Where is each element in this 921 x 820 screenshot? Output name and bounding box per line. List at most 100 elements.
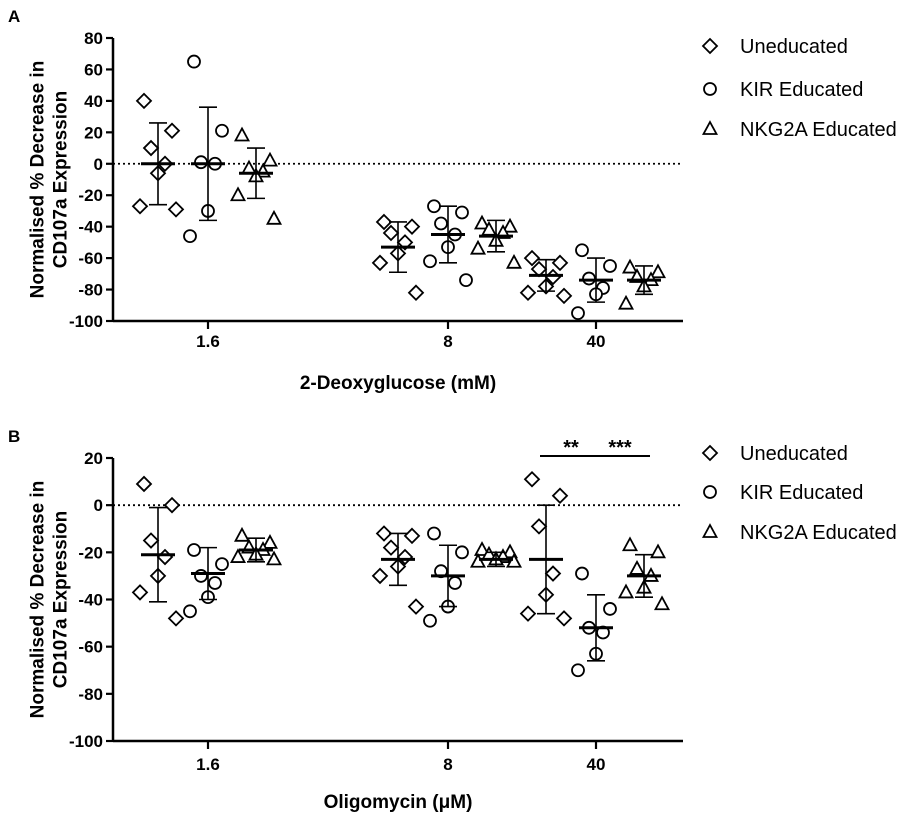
y-tick-label: -100 — [69, 312, 103, 331]
data-point — [215, 123, 229, 138]
y-tick-label: -60 — [78, 638, 103, 657]
data-point — [261, 151, 279, 167]
data-point — [407, 598, 425, 615]
data-point — [229, 186, 247, 202]
data-point — [403, 527, 421, 545]
x-tick-label: 8 — [443, 332, 452, 351]
data-point — [163, 122, 181, 140]
series-kir-educated — [183, 54, 617, 321]
y-tick-label: 0 — [94, 155, 103, 174]
data-point — [603, 259, 617, 273]
data-point — [265, 550, 283, 566]
data-point — [423, 254, 437, 269]
data-point — [653, 595, 671, 611]
data-point — [473, 214, 491, 230]
data-point — [407, 284, 425, 301]
y-tick-label: 20 — [84, 449, 103, 468]
data-point — [187, 543, 201, 557]
data-point — [523, 249, 541, 267]
data-point — [473, 541, 491, 556]
legend-marker — [701, 120, 719, 135]
data-point — [459, 273, 473, 288]
y-tick-label: -80 — [78, 685, 103, 704]
data-point — [261, 534, 279, 549]
panel-b: B 20 0 -20 -40 -60 -80 -100 1.6 8 40 Oligomycin (μM… — [8, 427, 897, 813]
panel-letter: B — [8, 427, 20, 446]
series-kir-educated — [183, 526, 617, 678]
significance-label: ** — [563, 437, 579, 459]
data-point — [163, 496, 181, 514]
panel-a: A 80 60 40 20 0 -20 -40 -60 -80 -100 1.6 8 40 2-Deoxyg… — [8, 7, 897, 394]
data-point — [617, 294, 635, 310]
data-point — [582, 271, 596, 286]
data-point — [403, 218, 421, 235]
data-point — [617, 583, 635, 599]
data-point — [375, 525, 393, 542]
x-tick-label: 40 — [587, 332, 606, 351]
data-point — [575, 566, 589, 581]
data-point — [427, 199, 441, 214]
y-tick-label: -20 — [78, 543, 103, 562]
data-point — [371, 254, 389, 272]
data-point — [382, 224, 400, 242]
legend-label: Uneducated — [740, 36, 848, 58]
data-point — [649, 543, 667, 559]
data-point — [434, 216, 448, 231]
legend-marker — [701, 444, 719, 462]
data-point — [603, 602, 617, 616]
legend-marker — [703, 485, 717, 499]
y-tick-label: 80 — [84, 29, 103, 48]
x-axis-title: 2-Deoxyglucose (mM) — [300, 373, 496, 394]
data-point — [156, 548, 174, 566]
x-axis-title: Oligomycin (μM) — [324, 792, 473, 813]
data-point — [621, 536, 639, 552]
legend-label: NKG2A Educated — [740, 522, 897, 544]
y-tick-label: -100 — [69, 732, 103, 751]
legend: Uneducated KIR Educated NKG2A Educated — [701, 36, 897, 141]
y-axis-title-line: CD107a Expression — [50, 91, 71, 268]
data-point — [167, 201, 185, 218]
data-point — [469, 239, 487, 255]
data-point — [448, 576, 462, 590]
data-point — [519, 605, 537, 622]
legend: Uneducated KIR Educated NKG2A Educated — [701, 443, 897, 544]
y-axis-title: Normalised % Decrease inCD107a Expressio… — [28, 61, 72, 299]
data-point — [233, 526, 251, 542]
data-point — [135, 92, 153, 110]
data-point — [265, 209, 283, 225]
x-tick-label: 40 — [587, 755, 606, 774]
data-point — [382, 539, 400, 556]
data-point — [183, 604, 197, 619]
y-axis-title-line: Normalised % Decrease in — [28, 481, 49, 719]
data-point — [131, 584, 149, 601]
data-point — [519, 284, 537, 301]
legend-label: KIR Educated — [740, 482, 863, 504]
legend-label: KIR Educated — [740, 79, 863, 101]
x-tick-label: 1.6 — [196, 755, 220, 774]
data-point — [142, 139, 160, 157]
data-point — [208, 576, 222, 590]
y-tick-label: 60 — [84, 60, 103, 79]
data-point — [233, 126, 251, 142]
data-point — [131, 197, 149, 215]
data-point — [455, 205, 469, 220]
y-tick-label: -40 — [78, 591, 103, 610]
data-point — [167, 610, 185, 627]
series-nkg2a-educated — [229, 526, 671, 611]
series-uneducated — [131, 92, 573, 305]
y-tick-label: 20 — [84, 123, 103, 142]
data-point — [194, 155, 208, 170]
data-point — [135, 475, 153, 493]
y-tick-label: -60 — [78, 249, 103, 268]
data-point — [423, 613, 437, 628]
legend-marker — [701, 523, 719, 538]
data-point — [215, 557, 229, 572]
y-tick-label: -80 — [78, 281, 103, 300]
data-point — [375, 213, 393, 231]
data-point — [371, 567, 389, 585]
y-tick-label: -20 — [78, 186, 103, 205]
data-point — [571, 663, 585, 678]
legend-marker — [701, 37, 719, 55]
legend-marker — [703, 82, 717, 96]
